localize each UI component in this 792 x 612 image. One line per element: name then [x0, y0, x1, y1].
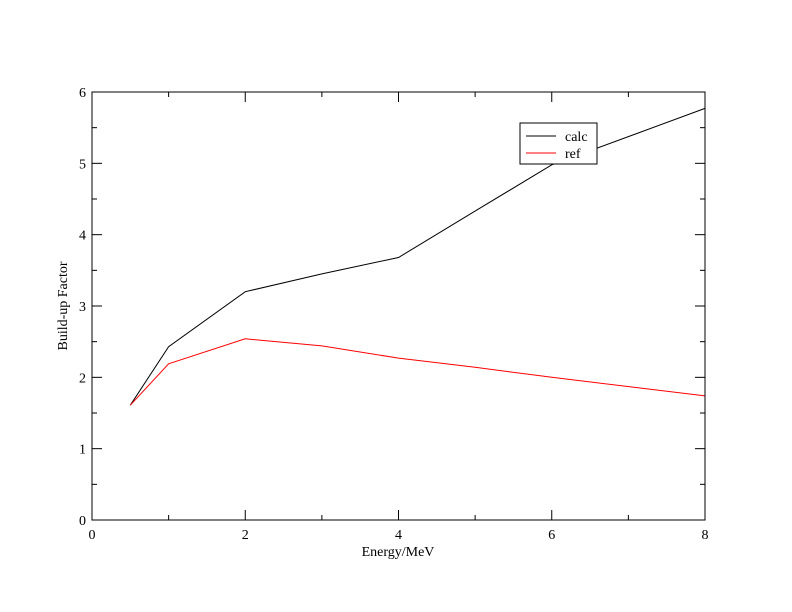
- x-axis-title: Energy/MeV: [362, 545, 435, 560]
- y-tick-label: 1: [79, 443, 86, 458]
- legend-label-ref: ref: [565, 147, 581, 162]
- y-tick-label: 5: [79, 157, 86, 172]
- series-line-ref: [129, 338, 706, 406]
- legend-label-calc: calc: [565, 130, 588, 145]
- x-tick-label: 4: [395, 528, 402, 543]
- y-tick-label: 6: [79, 86, 86, 101]
- x-tick-label: 0: [89, 528, 96, 543]
- y-tick-label: 3: [79, 300, 86, 315]
- y-tick-label: 2: [79, 371, 86, 386]
- legend: calc ref: [519, 122, 598, 165]
- y-tick-label: 0: [79, 514, 86, 529]
- x-tick-label: 2: [242, 528, 249, 543]
- y-tick-label: 4: [79, 229, 86, 244]
- x-tick-label: 8: [702, 528, 709, 543]
- y-axis-title: Build-up Factor: [56, 261, 71, 350]
- plot-frame: [91, 91, 706, 521]
- series-line-calc: [129, 107, 706, 406]
- x-tick-label: 6: [548, 528, 555, 543]
- legend-box: [519, 122, 598, 165]
